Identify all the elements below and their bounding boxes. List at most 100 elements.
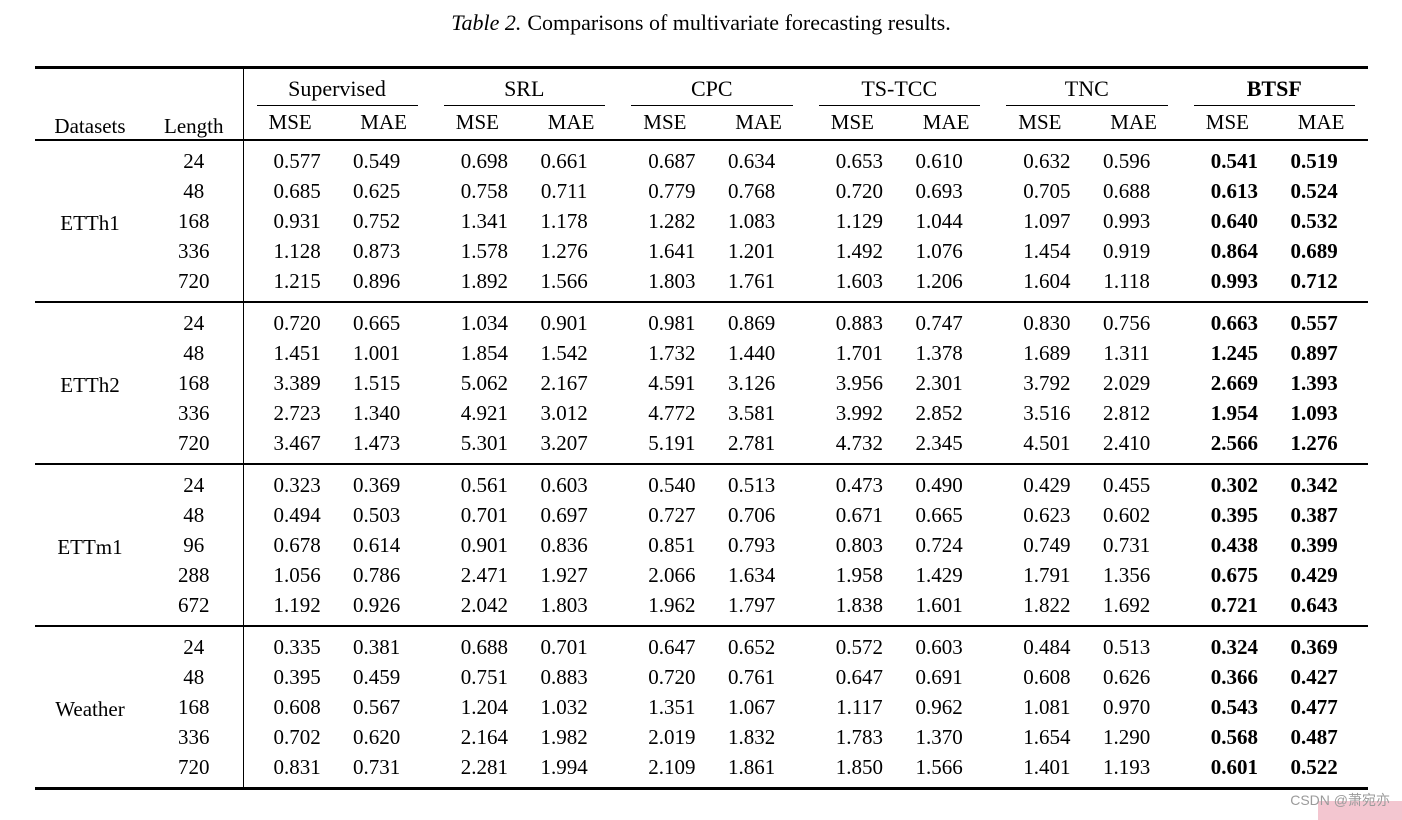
- caption-label: Table 2.: [451, 10, 522, 35]
- dataset-block-etth1: ETTh1 24 0.577 0.549 0.698 0.661 0.687 0.634 0.6…: [35, 140, 1368, 302]
- value-cell: 1.128: [273, 238, 321, 263]
- value-cell: 0.302: [1210, 472, 1258, 497]
- value-cell: 1.276: [1290, 430, 1338, 455]
- value-cell: 0.634: [728, 148, 776, 173]
- results-table: Datasets Length Supervised SRL CPC TS-TC…: [35, 66, 1368, 790]
- value-cell: 3.516: [1023, 400, 1071, 425]
- value-cell: 0.503: [353, 502, 401, 527]
- value-cell: 1.861: [728, 754, 776, 779]
- value-cell: 0.601: [1210, 754, 1258, 779]
- dataset-label: Weather: [55, 697, 125, 721]
- value-cell: 1.797: [728, 592, 776, 617]
- value-cell: 1.193: [1103, 754, 1151, 779]
- value-cell: 0.429: [1023, 472, 1071, 497]
- value-cell: 4.501: [1023, 430, 1071, 455]
- method-label: SRL: [443, 76, 605, 106]
- value-cell: 0.455: [1103, 472, 1151, 497]
- value-cell: 1.083: [728, 208, 776, 233]
- dataset-block-weather: Weather 24 0.335 0.381 0.688 0.701 0.647 0.652 0…: [35, 626, 1368, 789]
- value-cell: 4.921: [460, 400, 508, 425]
- value-cell: 2.019: [648, 724, 696, 749]
- value-cell: 1.822: [1023, 592, 1071, 617]
- value-cell: 2.812: [1103, 400, 1151, 425]
- table-row: 48 1.451 1.001 1.854 1.542 1.732 1.440 1.701 1.3…: [35, 338, 1368, 368]
- value-cell: 1.832: [728, 724, 776, 749]
- value-cell: 0.731: [353, 754, 401, 779]
- value-cell: 1.192: [273, 592, 321, 617]
- value-cell: 0.561: [460, 472, 508, 497]
- value-cell: 1.927: [540, 562, 588, 587]
- value-cell: 1.067: [728, 694, 776, 719]
- value-cell: 1.603: [835, 268, 883, 293]
- value-cell: 1.429: [915, 562, 963, 587]
- length-value: 24: [145, 626, 244, 662]
- value-cell: 1.954: [1210, 400, 1258, 425]
- value-cell: 0.366: [1210, 664, 1258, 689]
- dataset-label: ETTm1: [57, 535, 123, 559]
- value-cell: 2.345: [915, 430, 963, 455]
- value-cell: 0.786: [353, 562, 401, 587]
- value-cell: 2.029: [1103, 370, 1151, 395]
- value-cell: 4.591: [648, 370, 696, 395]
- value-cell: 1.803: [648, 268, 696, 293]
- column-header-datasets: Datasets: [54, 114, 126, 138]
- table-row: 336 2.723 1.340 4.921 3.012 4.772 3.581 3.992 2.…: [35, 398, 1368, 428]
- value-cell: 0.697: [540, 502, 588, 527]
- value-cell: 0.688: [460, 634, 508, 659]
- value-cell: 5.191: [648, 430, 696, 455]
- length-value: 168: [145, 206, 244, 236]
- value-cell: 0.643: [1290, 592, 1338, 617]
- value-cell: 0.689: [1290, 238, 1338, 263]
- length-value: 48: [145, 176, 244, 206]
- value-cell: 0.896: [353, 268, 401, 293]
- value-cell: 0.962: [915, 694, 963, 719]
- method-group-cpc: CPC: [618, 68, 806, 106]
- value-cell: 1.854: [460, 340, 508, 365]
- value-cell: 0.487: [1290, 724, 1338, 749]
- value-cell: 0.720: [648, 664, 696, 689]
- metric-header-mae: MAE: [360, 110, 407, 134]
- value-cell: 0.970: [1103, 694, 1151, 719]
- value-cell: 1.689: [1023, 340, 1071, 365]
- value-cell: 1.245: [1210, 340, 1258, 365]
- value-cell: 1.118: [1103, 268, 1150, 293]
- length-value: 720: [145, 266, 244, 302]
- value-cell: 1.850: [835, 754, 883, 779]
- value-cell: 0.577: [273, 148, 321, 173]
- value-cell: 1.129: [835, 208, 883, 233]
- value-cell: 1.958: [835, 562, 883, 587]
- value-cell: 0.720: [273, 310, 321, 335]
- metric-header-mae: MAE: [1297, 110, 1345, 134]
- value-cell: 3.389: [273, 370, 321, 395]
- value-cell: 1.393: [1290, 370, 1338, 395]
- value-cell: 0.747: [915, 310, 963, 335]
- dataset-block-etth2: ETTh2 24 0.720 0.665 1.034 0.901 0.981 0.869 0.8…: [35, 302, 1368, 464]
- value-cell: 3.792: [1023, 370, 1071, 395]
- value-cell: 0.931: [273, 208, 321, 233]
- value-cell: 0.724: [915, 532, 963, 557]
- value-cell: 4.732: [835, 430, 883, 455]
- value-cell: 1.340: [353, 400, 401, 425]
- value-cell: 1.732: [648, 340, 696, 365]
- metric-header-mae: MAE: [735, 110, 782, 134]
- value-cell: 0.883: [540, 664, 588, 689]
- value-cell: 0.557: [1290, 310, 1338, 335]
- value-cell: 0.381: [353, 634, 401, 659]
- value-cell: 1.370: [915, 724, 963, 749]
- value-cell: 0.596: [1103, 148, 1151, 173]
- value-cell: 1.994: [540, 754, 588, 779]
- value-cell: 1.566: [915, 754, 963, 779]
- value-cell: 2.781: [728, 430, 776, 455]
- method-group-srl: SRL: [431, 68, 619, 106]
- table-row: ETTm1 24 0.323 0.369 0.561 0.603 0.540 0.513 0.4…: [35, 464, 1368, 559]
- value-cell: 3.581: [728, 400, 776, 425]
- metric-header-mse: MSE: [455, 110, 499, 134]
- value-cell: 0.701: [460, 502, 508, 527]
- length-value: 96: [145, 530, 244, 560]
- value-cell: 1.604: [1023, 268, 1071, 293]
- value-cell: 1.566: [540, 268, 588, 293]
- value-cell: 0.758: [460, 178, 508, 203]
- value-cell: 0.678: [273, 532, 321, 557]
- value-cell: 1.201: [728, 238, 776, 263]
- length-value: 24: [145, 464, 244, 500]
